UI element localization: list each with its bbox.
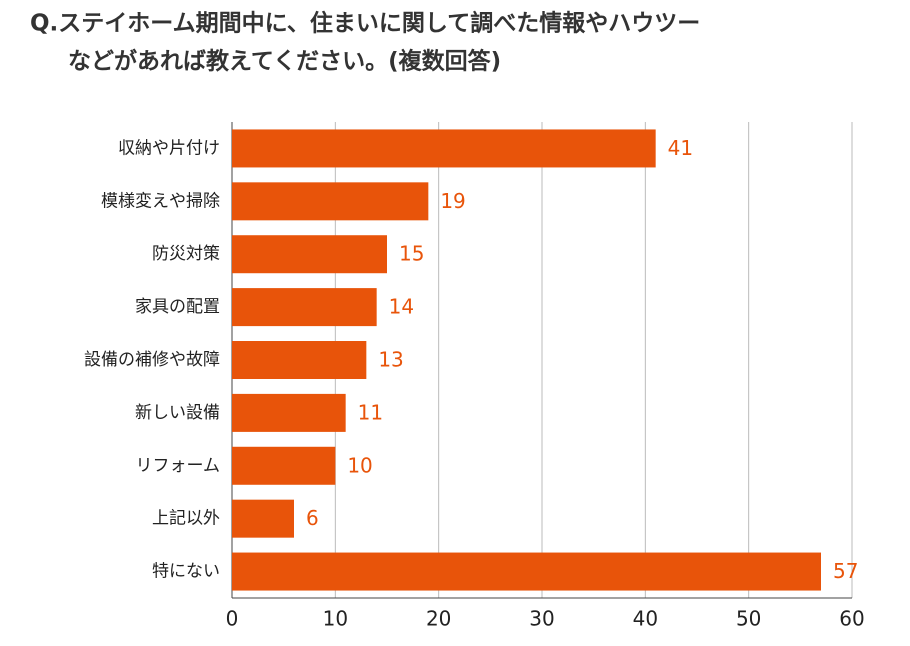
y-tick-label: 防災対策 [152,244,220,264]
y-tick-label: リフォーム [136,456,221,476]
bar [232,499,294,538]
bar [232,129,656,168]
bar [232,288,377,327]
y-tick-label: 設備の補修や故障 [84,350,220,370]
value-label: 15 [399,242,424,266]
bar [232,182,429,221]
bar [232,393,346,432]
x-tick-label: 30 [529,607,554,631]
chart-title: Q.ステイホーム期間中に、住まいに関して調べた情報やハウツー [30,10,700,37]
x-tick-label: 10 [323,607,348,631]
y-tick-label: 収納や片付け [118,138,220,158]
value-label: 57 [833,559,858,583]
y-tick-label: 家具の配置 [135,297,220,317]
y-tick-label: 新しい設備 [135,403,220,423]
value-label: 11 [358,400,383,424]
chart-title: などがあれば教えてください。(複数回答) [68,48,501,75]
value-label: 13 [378,348,403,372]
x-tick-label: 20 [426,607,451,631]
value-label: 41 [668,136,693,160]
value-label: 19 [440,189,465,213]
x-tick-label: 0 [226,607,239,631]
bar [232,552,821,591]
value-label: 14 [389,295,414,319]
x-tick-label: 50 [736,607,761,631]
x-tick-label: 60 [839,607,864,631]
y-tick-label: 特にない [152,562,220,582]
value-label: 10 [347,453,372,477]
bar [232,446,336,485]
bar [232,235,387,274]
value-label: 6 [306,506,319,530]
bar [232,341,367,379]
y-tick-label: 模様変えや掃除 [101,191,220,211]
x-tick-label: 40 [633,607,658,631]
y-tick-label: 上記以外 [152,509,220,529]
